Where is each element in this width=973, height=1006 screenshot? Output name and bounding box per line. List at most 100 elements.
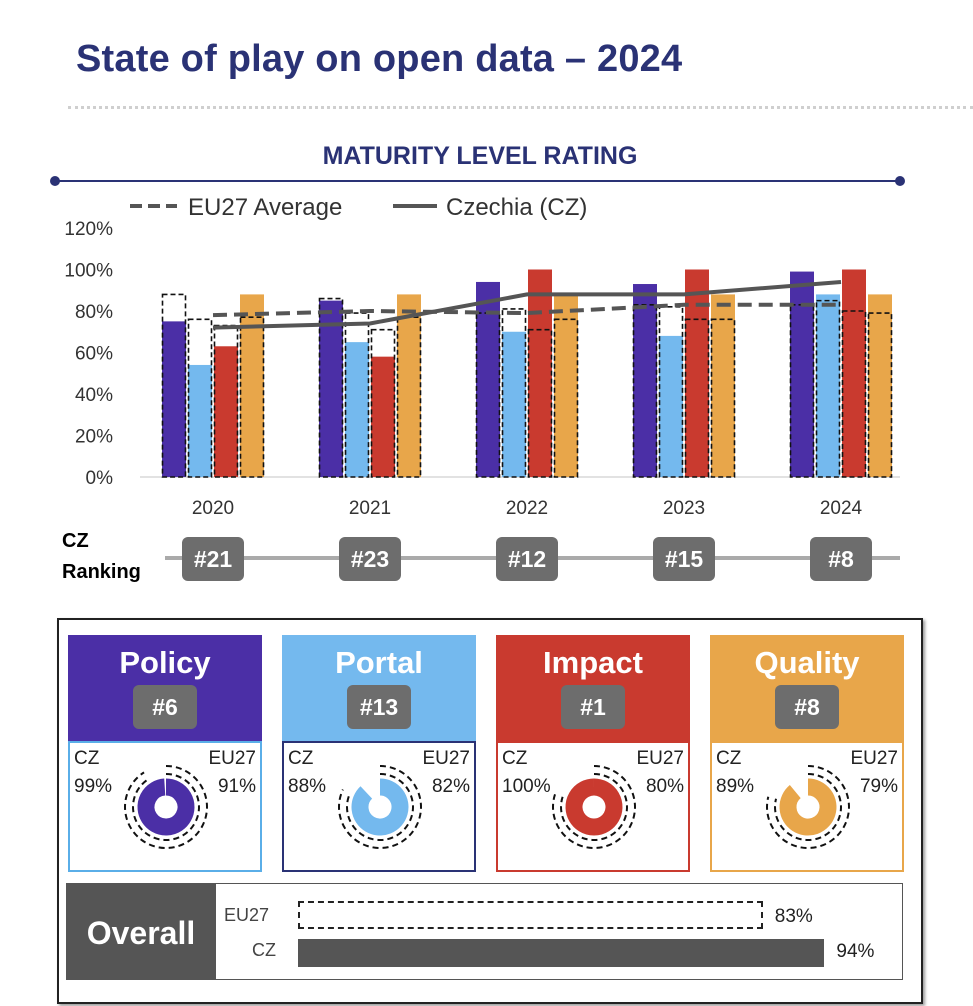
card-eu-value: 79% — [859, 776, 898, 797]
card-body: CZ EU27 99% 91% — [68, 741, 262, 872]
card-cz-value: 89% — [716, 776, 755, 797]
card-cz-label: CZ — [74, 748, 100, 769]
eu-ring — [766, 765, 850, 849]
card-eu-label: EU27 — [208, 748, 256, 769]
card-donut — [124, 765, 208, 849]
card-cz-label: CZ — [288, 748, 314, 769]
x-tick-label: 2021 — [349, 498, 391, 519]
overall-cz-value: 94% — [836, 941, 875, 962]
rule-dot-left — [50, 176, 60, 186]
eu-bar-impact — [527, 328, 553, 478]
cz-ring — [351, 778, 409, 836]
y-tick-label: 40% — [75, 385, 113, 406]
eu-bar-portal — [658, 306, 684, 478]
legend-eu-label: EU27 Average — [188, 194, 342, 221]
bar-portal — [188, 364, 212, 477]
card-rank: #8 — [775, 685, 839, 729]
card-eu-value: 91% — [217, 776, 256, 797]
eu-bar-impact — [684, 318, 710, 478]
card-cz-label: CZ — [502, 748, 528, 769]
card-donut — [338, 765, 422, 849]
legend-cz-label: Czechia (CZ) — [446, 194, 587, 221]
eu27-average-line — [212, 302, 841, 318]
y-tick-label: 120% — [64, 219, 113, 240]
card-header: Policy #6 — [68, 635, 262, 741]
eu-ring-inner — [132, 773, 200, 841]
cz-ring — [779, 778, 837, 836]
card-title: Quality — [754, 645, 860, 680]
y-tick-label: 80% — [75, 302, 113, 323]
overall-eu-bar — [298, 901, 763, 929]
y-tick-label: 60% — [75, 344, 113, 365]
eu-bar-policy — [318, 297, 344, 478]
card-rank: #13 — [347, 685, 411, 729]
bar-policy — [633, 284, 657, 477]
ranking-pill: #23 — [339, 537, 401, 581]
card-rank: #6 — [133, 685, 197, 729]
eu-bar-quality — [867, 312, 893, 478]
ranking-label-line2: Ranking — [62, 561, 141, 583]
card-rank: #1 — [561, 685, 625, 729]
eu-ring — [124, 765, 208, 849]
card-eu-value: 82% — [431, 776, 470, 797]
eu-bar-portal — [187, 318, 213, 478]
card-eu-label: EU27 — [850, 748, 898, 769]
bar-quality — [868, 294, 892, 477]
bar-impact — [214, 346, 238, 477]
eu-ring — [338, 765, 422, 849]
card-title: Impact — [543, 645, 643, 680]
ranking-pill: #21 — [182, 537, 244, 581]
ranking-label-line1: CZ — [62, 530, 89, 552]
eu-bar-quality — [239, 316, 265, 478]
eu-bar-impact — [841, 310, 867, 478]
bar-quality — [240, 294, 264, 477]
bar-quality — [397, 294, 421, 477]
bar-impact — [528, 269, 552, 477]
card-header: Quality #8 — [710, 635, 904, 741]
card-cz-value: 99% — [74, 776, 113, 797]
ranking-label: CZ Ranking — [62, 526, 141, 588]
overall-bars: EU27 CZ 83% 94% — [216, 883, 903, 980]
card-title: Policy — [119, 645, 211, 680]
overall-label: Overall — [86, 915, 196, 951]
bar-portal — [659, 335, 683, 477]
eu-bar-quality — [710, 318, 736, 478]
x-tick-label: 2023 — [663, 498, 705, 519]
y-tick-label: 100% — [64, 261, 113, 282]
eu-bar-impact — [370, 328, 396, 478]
card-body: CZ EU27 89% 79% — [710, 741, 904, 872]
chart-title: MATURITY LEVEL RATING — [322, 142, 638, 170]
bar-quality — [711, 294, 735, 477]
card-impact: Impact #1 CZ EU27 100% 80% — [496, 635, 690, 872]
card-cz-label: CZ — [716, 748, 742, 769]
overall-eu-label: EU27 — [224, 905, 270, 925]
overall-label-box: Overall — [66, 883, 216, 980]
eu-ring-inner — [774, 773, 842, 841]
card-policy: Policy #6 CZ EU27 99% 91% — [68, 635, 262, 872]
card-donut — [766, 765, 850, 849]
eu-ring-inner — [560, 773, 628, 841]
card-quality: Quality #8 CZ EU27 89% 79% — [710, 635, 904, 872]
ranking-pill: #15 — [653, 537, 715, 581]
bar-quality — [554, 294, 578, 477]
card-body: CZ EU27 100% 80% — [496, 741, 690, 872]
bar-portal — [816, 294, 840, 477]
card-eu-label: EU27 — [636, 748, 684, 769]
bar-impact — [842, 269, 866, 477]
card-header: Portal #13 — [282, 635, 476, 741]
x-tick-label: 2024 — [820, 498, 863, 519]
card-title: Portal — [335, 645, 423, 680]
card-eu-label: EU27 — [422, 748, 470, 769]
rule-dot-right — [895, 176, 905, 186]
bar-policy — [790, 271, 814, 477]
card-cz-value: 100% — [502, 776, 551, 797]
eu-bar-quality — [553, 318, 579, 478]
eu-bar-policy — [632, 303, 658, 478]
bar-policy — [319, 300, 343, 477]
card-cz-value: 88% — [288, 776, 327, 797]
card-eu-value: 80% — [645, 776, 684, 797]
cz-ring — [565, 778, 623, 836]
title-divider — [68, 106, 973, 109]
eu-bar-policy — [161, 293, 187, 478]
card-donut — [552, 765, 636, 849]
